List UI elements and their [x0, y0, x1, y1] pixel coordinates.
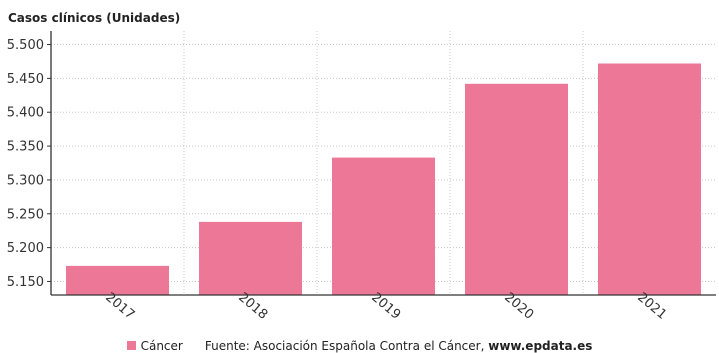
- y-tick-label: 5.200: [7, 241, 44, 256]
- y-tick-labels: 5.150 5.200 5.250 5.300 5.350 5.400 5.450 5.500: [7, 38, 44, 290]
- bars: [66, 63, 701, 295]
- y-tick-label: 5.400: [7, 106, 44, 121]
- bar-2021: [598, 63, 701, 295]
- y-tick-label: 5.500: [7, 38, 44, 53]
- bar-2018: [199, 221, 302, 295]
- y-tick-label: 5.300: [7, 173, 44, 188]
- y-tick-label: 5.250: [7, 207, 44, 222]
- grid-lines: [51, 31, 716, 295]
- axes: [47, 31, 716, 296]
- bar-2020: [465, 83, 568, 295]
- legend-label-cancer: Cáncer: [140, 339, 183, 353]
- source-link[interactable]: www.epdata.es: [488, 339, 593, 353]
- legend-swatch-cancer: [126, 341, 136, 350]
- legend: Cáncer Fuente: Asociación Española Contra…: [0, 339, 719, 353]
- y-tick-label: 5.150: [7, 275, 44, 290]
- y-tick-label: 5.450: [7, 72, 44, 87]
- y-axis-title: Casos clínicos (Unidades): [8, 11, 180, 25]
- bar-2019: [332, 157, 435, 295]
- bar-2017: [66, 265, 169, 295]
- source-text: Fuente: Asociación Española Contra el Cá…: [204, 339, 485, 353]
- y-tick-label: 5.350: [7, 140, 44, 155]
